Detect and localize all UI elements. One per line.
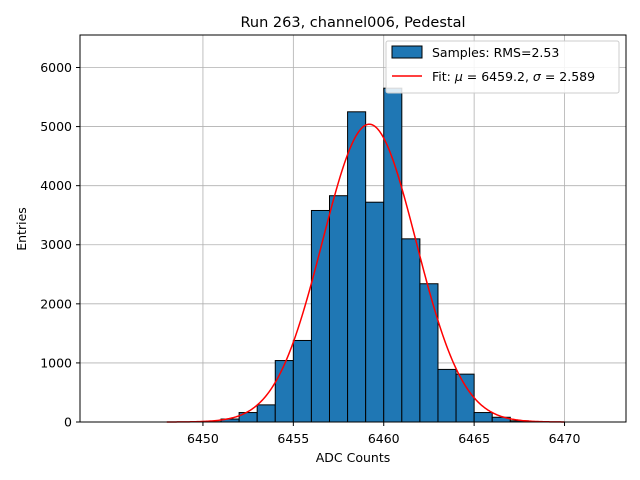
legend: Samples: RMS=2.53 Fit: μ = 6459.2, σ = 2… <box>385 40 620 94</box>
y-tick-label: 1000 <box>40 355 72 370</box>
y-axis-ticks: 0 1000 2000 3000 4000 5000 6000 <box>40 60 80 430</box>
legend-box <box>385 40 620 94</box>
histogram-bar <box>437 368 457 423</box>
histogram-bar <box>401 238 421 423</box>
histogram-bar <box>455 373 475 423</box>
y-axis-label: Entries <box>14 207 29 251</box>
plot-frame <box>79 34 627 423</box>
y-tick-label: 3000 <box>40 237 72 252</box>
x-axis-ticks: 6450 6455 6460 6465 6470 <box>187 422 580 446</box>
histogram-bar <box>256 404 276 423</box>
histogram-bar <box>473 412 493 423</box>
chart-title: Run 263, channel006, Pedestal <box>240 15 465 31</box>
y-tick-label: 6000 <box>40 60 72 75</box>
y-tick-label: 2000 <box>40 296 72 311</box>
legend-samples-label: Samples: RMS=2.53 <box>432 45 559 60</box>
histogram-bar <box>292 339 312 423</box>
histogram-bar <box>328 195 349 423</box>
y-tick-label: 0 <box>64 415 72 430</box>
legend-fit-label: Fit: μ = 6459.2, σ = 2.589 <box>432 69 595 84</box>
histogram-bar <box>310 209 330 423</box>
x-axis-label: ADC Counts <box>316 450 391 465</box>
histogram-bar <box>383 87 403 423</box>
x-tick-label: 6460 <box>368 431 400 446</box>
y-tick-label: 5000 <box>40 119 72 134</box>
x-tick-label: 6465 <box>458 431 490 446</box>
fit-curve <box>166 123 565 423</box>
histogram-bar <box>347 111 367 423</box>
histogram-bar <box>419 283 439 423</box>
x-tick-label: 6470 <box>549 431 581 446</box>
histogram-bar <box>274 360 294 423</box>
legend-samples-swatch <box>391 45 423 59</box>
y-tick-label: 4000 <box>40 178 72 193</box>
x-tick-label: 6455 <box>277 431 309 446</box>
histogram-bar <box>365 201 385 423</box>
x-tick-label: 6450 <box>187 431 219 446</box>
